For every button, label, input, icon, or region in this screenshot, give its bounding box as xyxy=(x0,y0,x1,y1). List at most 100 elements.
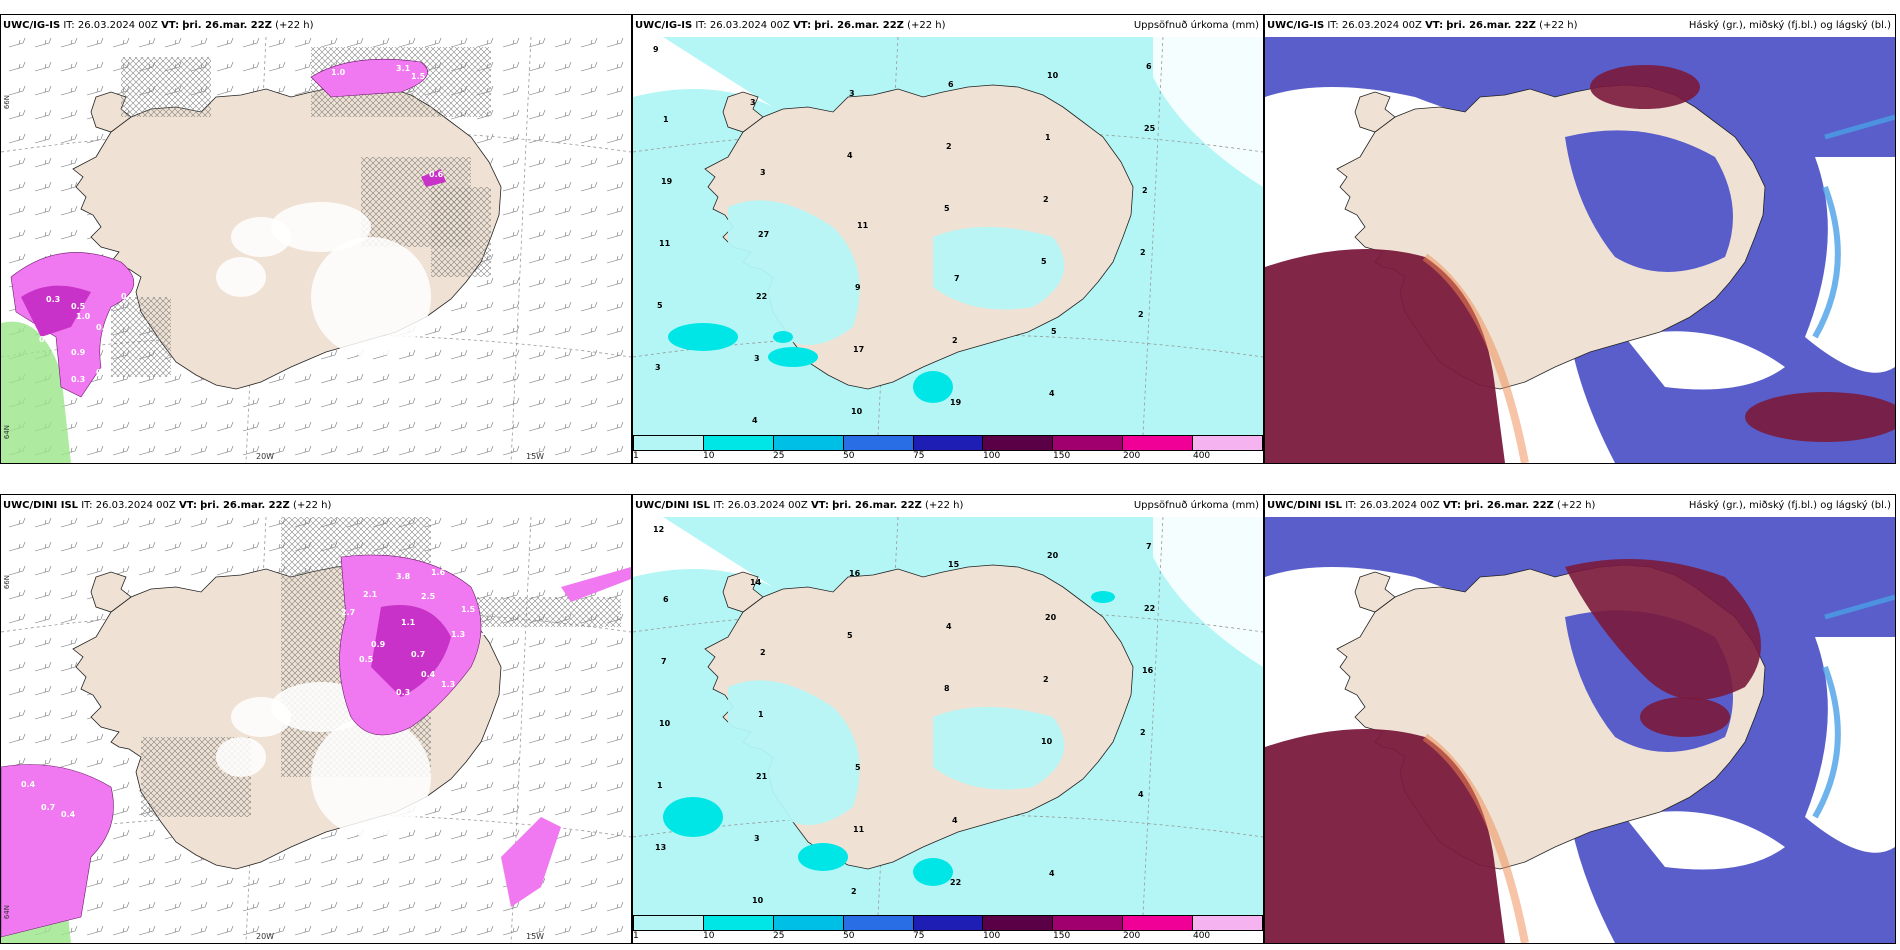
colorbar-tick-label: 75 xyxy=(912,931,925,941)
map-cloud-cover[interactable] xyxy=(1265,37,1895,463)
panel-header: UWC/DINI ISL IT: 26.03.2024 00Z VT: þri.… xyxy=(1,495,631,517)
init-time: IT: 26.03.2024 00Z xyxy=(713,500,808,511)
precip-value: 2.8 xyxy=(481,628,496,637)
init-time: IT: 26.03.2024 00Z xyxy=(81,500,176,511)
accum-value: 4 xyxy=(847,151,853,160)
precip-value: 1.5 xyxy=(461,605,476,614)
colorbar-swatch xyxy=(913,436,984,450)
precip-value: 0.7 xyxy=(411,650,425,659)
map-cloud-cover[interactable] xyxy=(1265,517,1895,943)
longitude-label: 15W xyxy=(526,932,545,941)
map-accumulated-precip[interactable]: 9 3 4 5 5 2 3 4 3 2 2 2 5 3 10 6 1 2 11 22 17 19 10 25 19 27 9 2 4 6 1… xyxy=(633,37,1263,435)
colorbar-tick-label: 75 xyxy=(912,451,925,461)
accum-value: 5 xyxy=(657,301,663,310)
colorbar-swatch xyxy=(843,436,914,450)
panel-dini-accum: UWC/DINI ISL IT: 26.03.2024 00Z VT: þri.… xyxy=(632,494,1264,944)
colorbar-swatch xyxy=(703,436,774,450)
colorbar-tick-label: 10 xyxy=(702,931,715,941)
colorbar-swatch xyxy=(1193,436,1263,450)
valid-time: þri. 26.mar. 22Z xyxy=(1464,500,1554,511)
accum-value: 3 xyxy=(849,89,855,98)
colorbar-tick-label: 50 xyxy=(843,451,855,461)
accum-value: 25 xyxy=(1144,124,1156,133)
precip-value: 0.7 xyxy=(41,803,55,812)
accum-value: 4 xyxy=(1138,790,1144,799)
panel-dini-cloud: UWC/DINI ISL IT: 26.03.2024 00Z VT: þri.… xyxy=(1264,494,1896,944)
colorbar-swatch xyxy=(983,916,1054,930)
precip-value: 1.3 xyxy=(441,680,455,689)
colorbar-tick-label: 50 xyxy=(843,931,855,941)
colorbar-ticks: 1 10 25 50 75 100 150 200 400 xyxy=(633,931,1263,943)
accum-value: 2 xyxy=(952,336,958,345)
accum-value: 10 xyxy=(659,719,671,728)
valid-time: þri. 26.mar. 22Z xyxy=(814,20,904,31)
precip-value: 0.5 xyxy=(359,655,374,664)
accum-value: 3 xyxy=(655,363,661,372)
colorbar-tick-label: 10 xyxy=(702,451,715,461)
colorbar-swatch xyxy=(773,916,844,930)
valid-label: VT: xyxy=(1442,500,1461,511)
precip-value: 0.3 xyxy=(46,295,60,304)
precip-value: 0.4 xyxy=(61,810,76,819)
panel-ig-accum: UWC/IG-IS IT: 26.03.2024 00Z VT: þri. 26… xyxy=(632,14,1264,464)
init-time: IT: 26.03.2024 00Z xyxy=(63,20,158,31)
accum-value: 1 xyxy=(663,115,669,124)
precip-value: 0.3 xyxy=(396,688,410,697)
accum-value: 3 xyxy=(750,98,756,107)
accum-value: 7 xyxy=(661,657,667,666)
accum-value: 1 xyxy=(657,781,663,790)
map-canvas xyxy=(1265,517,1895,943)
init-time: IT: 26.03.2024 00Z xyxy=(1327,20,1422,31)
map-precip-wind[interactable]: 3.8 1.6 2.1 2.5 1.5 1.1 2.7 1.3 2.8 0.9 0.5 0.7 0.4 1… xyxy=(1,517,631,943)
accum-value: 2 xyxy=(851,887,857,896)
precip-value: 1.3 xyxy=(451,630,465,639)
init-time: IT: 26.03.2024 00Z xyxy=(1345,500,1440,511)
model-name: UWC/IG-IS xyxy=(3,20,61,31)
colorbar-tick-label: 25 xyxy=(772,931,785,941)
colorbar-tick-label: 400 xyxy=(1192,451,1211,461)
map-precip-wind[interactable]: 1.0 3.1 1.5 0.6 0.3 0.5 0.7 1.0 0.4 0.9 0.6 0.3 0.2 xyxy=(1,37,631,463)
accum-value: 22 xyxy=(950,878,961,887)
panel-subtitle: Háský (gr.), miðský (fj.bl.) og lágský (… xyxy=(1688,20,1891,31)
precip-value: 0.9 xyxy=(71,348,86,357)
accum-value: 7 xyxy=(954,274,960,283)
valid-time: þri. 26.mar. 22Z xyxy=(1446,20,1536,31)
colorbar-tick-label: 150 xyxy=(1053,931,1071,941)
accum-value: 21 xyxy=(756,772,768,781)
accum-value: 17 xyxy=(853,345,864,354)
valid-label: VT: xyxy=(1425,20,1444,31)
precip-value: 2.5 xyxy=(421,592,436,601)
precip-value: 0.6 xyxy=(96,368,111,377)
valid-label: VT: xyxy=(178,500,197,511)
precip-value: 1.0 xyxy=(76,312,91,321)
accum-value: 11 xyxy=(857,221,869,230)
colorbar-swatch xyxy=(1193,916,1263,930)
colorbar-ticks: 1 10 25 50 75 100 150 200 400 xyxy=(633,451,1263,463)
accum-value: 4 xyxy=(752,416,758,425)
accum-value: 15 xyxy=(948,560,960,569)
lead-time: (+22 h) xyxy=(275,20,314,31)
latitude-label: 66N xyxy=(3,575,11,590)
precip-value: 3.8 xyxy=(396,572,411,581)
precip-value: 2.7 xyxy=(341,608,355,617)
lead-time: (+22 h) xyxy=(1539,20,1578,31)
accum-value: 5 xyxy=(944,204,950,213)
accum-value: 2 xyxy=(1140,248,1146,257)
accum-value: 3 xyxy=(754,834,760,843)
latitude-label: 66N xyxy=(3,95,11,110)
accum-value: 2 xyxy=(760,648,766,657)
accum-value: 16 xyxy=(849,569,861,578)
accum-value: 9 xyxy=(653,45,659,54)
map-canvas xyxy=(1265,37,1895,463)
model-name: UWC/IG-IS xyxy=(635,20,693,31)
accum-value: 5 xyxy=(1051,327,1057,336)
panel-header: UWC/DINI ISL IT: 26.03.2024 00Z VT: þri.… xyxy=(1265,495,1895,517)
longitude-label: 20W xyxy=(256,932,275,941)
precip-value: 0.7 xyxy=(121,292,135,301)
map-accumulated-precip[interactable]: 12 14 5 8 10 4 13 10 16 4 2 2 1 3 2 15 20 16 10 21 11 22 20 22 7… xyxy=(633,517,1263,915)
accum-value: 2 xyxy=(1043,675,1049,684)
panel-header: UWC/IG-IS IT: 26.03.2024 00Z VT: þri. 26… xyxy=(1265,15,1895,37)
model-name: UWC/DINI ISL xyxy=(1267,500,1343,511)
accum-value: 8 xyxy=(944,684,950,693)
precip-value: 0.2 xyxy=(39,335,53,344)
